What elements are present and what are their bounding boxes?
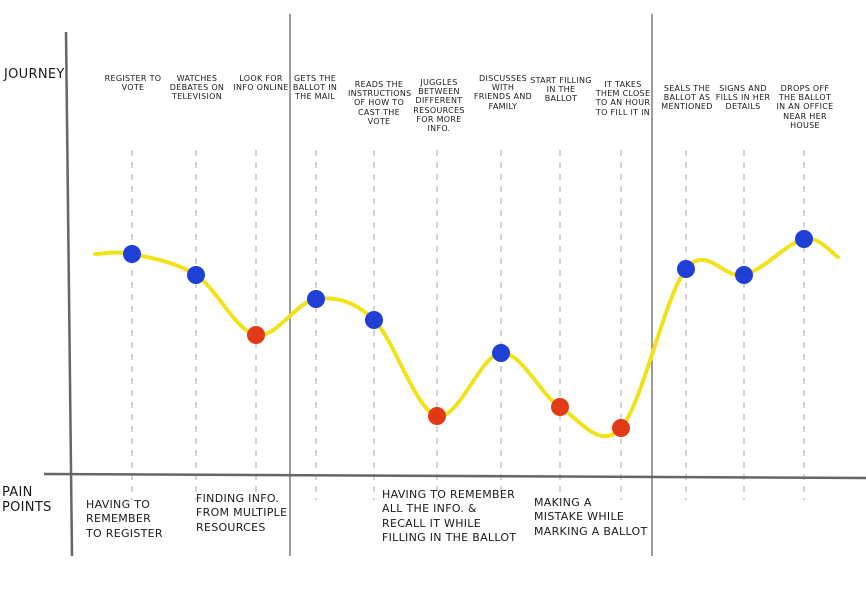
positive-point-marker (307, 290, 325, 308)
vertical-axis (64, 31, 74, 557)
pain-point-line: Having to (86, 498, 151, 511)
pain-point-register: Having to remember to register (86, 498, 163, 541)
positive-point-marker (795, 230, 813, 248)
step-label-info-online: Look for info online (233, 74, 289, 93)
pain-point-line: marking a ballot (534, 524, 648, 538)
pain-point-line: from multiple (196, 506, 288, 520)
pain-point-resources: Finding info. from multiple resources (196, 492, 287, 535)
step-label-seals: Seals the ballot as mentioned (661, 84, 713, 112)
pain-point-line: Finding info. (196, 492, 280, 505)
pain-points-label-line-1: Pain (2, 485, 33, 500)
pain-point-line: filling in the ballot (382, 530, 517, 544)
step-label-ballot-mail: Gets the ballot in the mail (292, 74, 338, 102)
journey-row-label: Journey (4, 67, 65, 82)
pain-point-marker (247, 326, 265, 344)
pain-point-mistake: Making a mistake while marking a ballot (534, 496, 648, 539)
step-label-juggles: Juggles between different resources for … (413, 78, 465, 133)
step-label-hour: It takes them close to an hour to fill i… (595, 80, 651, 117)
pain-point-line: resources (196, 520, 266, 534)
pain-point-marker (551, 398, 569, 416)
positive-point-marker (365, 311, 383, 329)
experience-curve (93, 236, 840, 438)
pain-point-marker (428, 407, 446, 425)
step-label-instructions: Reads the instructions of how to cast th… (348, 80, 412, 126)
pain-points-row-label: Pain Points (2, 485, 52, 516)
pain-point-line: remember (86, 512, 152, 526)
pain-points-label-line-2: Points (2, 499, 52, 515)
positive-point-marker (187, 266, 205, 284)
positive-point-marker (123, 245, 141, 263)
positive-point-marker (735, 266, 753, 284)
pain-point-line: mistake while (534, 510, 625, 524)
step-label-start-filling: Start filling in the ballot (530, 76, 592, 104)
pain-point-line: Having to remember (382, 488, 516, 501)
step-label-drops-off: Drops off the ballot in an office near h… (776, 84, 834, 130)
step-label-register: Register to vote (104, 74, 162, 93)
step-label-signs: Signs and fills in her details (715, 84, 771, 112)
positive-point-marker (677, 260, 695, 278)
step-label-debates: Watches debates on television (169, 74, 225, 102)
pain-point-remember-info: Having to remember all the info. & recal… (382, 488, 516, 545)
pain-point-marker (612, 419, 630, 437)
positive-point-marker (492, 344, 510, 362)
pain-point-line: recall it while (382, 516, 481, 530)
pain-point-line: Making a (534, 496, 592, 509)
pain-point-line: to register (86, 526, 163, 540)
horizontal-axis (43, 472, 866, 480)
step-label-discusses: Discusses with friends and family (473, 74, 533, 111)
pain-point-line: all the info. & (382, 502, 477, 516)
